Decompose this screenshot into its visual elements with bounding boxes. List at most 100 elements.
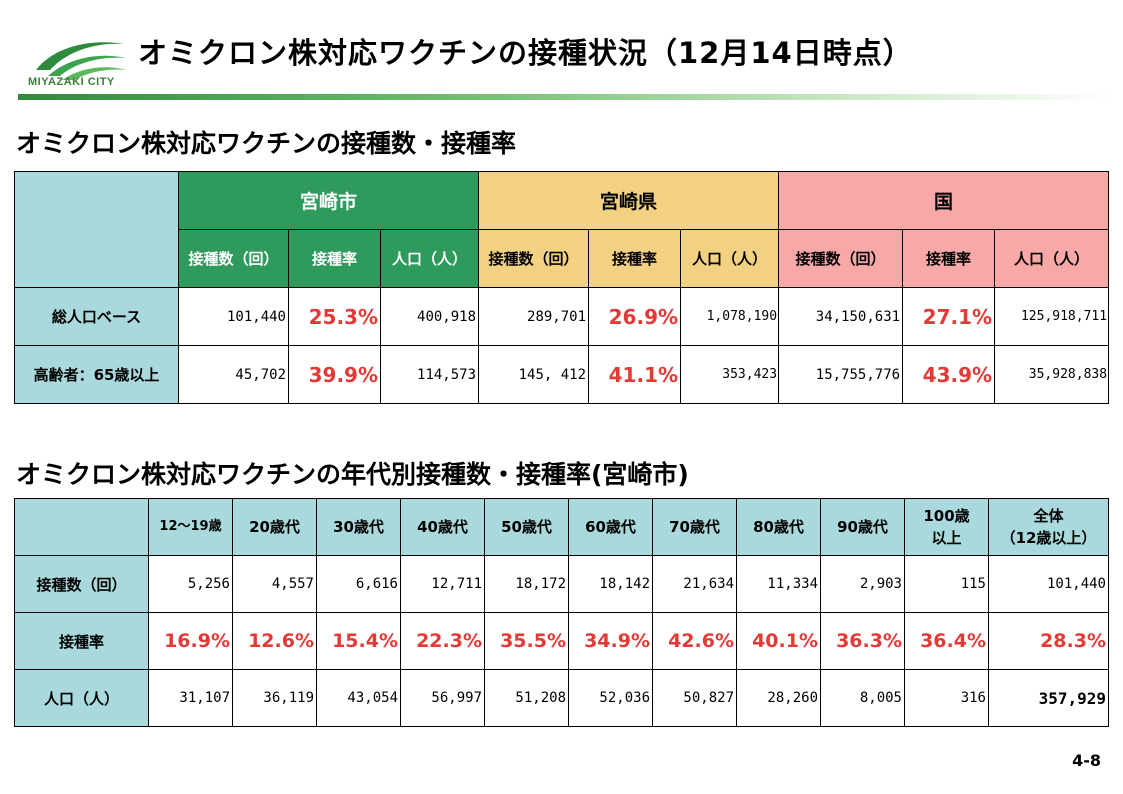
population-cell: 50,827 <box>652 669 737 727</box>
city-rate: 39.9% <box>288 345 381 404</box>
count-cell: 6,616 <box>316 555 401 613</box>
row-label: 人口（人） <box>14 669 149 727</box>
col-header-line: 100歳 <box>923 507 970 525</box>
pref-rate: 26.9% <box>588 287 682 346</box>
count-cell: 18,142 <box>568 555 653 613</box>
table-corner <box>14 171 179 288</box>
subheader-rate: 接種率 <box>588 229 682 288</box>
table-row: 接種数（回） 5,256 4,557 6,616 12,711 18,172 1… <box>14 555 1109 613</box>
population-cell: 51,208 <box>484 669 569 727</box>
rate-cell: 15.4% <box>316 612 401 670</box>
pref-count: 289,701 <box>478 287 590 346</box>
rate-cell: 35.5% <box>484 612 569 670</box>
region-header-city: 宮崎市 <box>177 171 480 230</box>
col-header-line: （12歳以上） <box>1000 529 1097 547</box>
page-title: オミクロン株対応ワクチンの接種状況（12月14日時点） <box>138 36 913 70</box>
col-header-total: 全体 （12歳以上） <box>988 498 1109 556</box>
rate-cell: 12.6% <box>232 612 317 670</box>
col-header: 70歳代 <box>652 498 737 556</box>
pref-population: 1,078,190 <box>680 287 780 346</box>
subheader-count: 接種数（回） <box>478 229 590 288</box>
population-cell: 43,054 <box>316 669 401 727</box>
subheader-rate: 接種率 <box>288 229 381 288</box>
col-header-line: 以上 <box>931 529 962 547</box>
count-cell: 115 <box>904 555 989 613</box>
region-header-pref: 宮崎県 <box>478 171 780 230</box>
population-cell: 316 <box>904 669 989 727</box>
header: MIYAZAKI CITY オミクロン株対応ワクチンの接種状況（12月14日時点… <box>0 0 1123 105</box>
pref-count: 145, 412 <box>478 345 590 404</box>
title-divider <box>18 94 1113 100</box>
subheader-population: 人口（人） <box>994 229 1110 288</box>
count-cell: 2,903 <box>820 555 905 613</box>
subheader-rate: 接種率 <box>902 229 996 288</box>
nation-count: 34,150,631 <box>778 287 904 346</box>
nation-population: 125,918,711 <box>994 287 1110 346</box>
page-number: 4-8 <box>1072 751 1101 770</box>
col-header: 40歳代 <box>400 498 485 556</box>
count-cell: 11,334 <box>736 555 821 613</box>
col-header: 50歳代 <box>484 498 569 556</box>
section1-title: オミクロン株対応ワクチンの接種数・接種率 <box>16 129 517 158</box>
population-cell: 56,997 <box>400 669 485 727</box>
city-rate: 25.3% <box>288 287 381 346</box>
table-corner <box>14 498 149 556</box>
rate-cell: 42.6% <box>652 612 737 670</box>
count-cell: 4,557 <box>232 555 317 613</box>
rate-cell-total: 28.3% <box>988 612 1109 670</box>
col-header: 60歳代 <box>568 498 653 556</box>
population-cell: 28,260 <box>736 669 821 727</box>
subheader-population: 人口（人） <box>680 229 780 288</box>
rate-cell: 36.3% <box>820 612 905 670</box>
city-population: 114,573 <box>379 345 480 404</box>
rate-cell: 22.3% <box>400 612 485 670</box>
count-cell: 21,634 <box>652 555 737 613</box>
row-label: 高齢者：65歳以上 <box>14 345 179 404</box>
age-group-table: 12～19歳 20歳代 30歳代 40歳代 50歳代 60歳代 70歳代 80歳… <box>14 498 1109 727</box>
table-row: 接種率 16.9% 12.6% 15.4% 22.3% 35.5% 34.9% … <box>14 612 1109 670</box>
col-header: 80歳代 <box>736 498 821 556</box>
count-cell: 12,711 <box>400 555 485 613</box>
logo-text: MIYAZAKI CITY <box>28 76 115 88</box>
miyazaki-city-logo <box>36 42 126 80</box>
population-cell: 31,107 <box>148 669 233 727</box>
col-header: 20歳代 <box>232 498 317 556</box>
nation-count: 15,755,776 <box>778 345 904 404</box>
nation-rate: 43.9% <box>902 345 996 404</box>
rate-cell: 34.9% <box>568 612 653 670</box>
rate-cell: 40.1% <box>736 612 821 670</box>
population-cell: 52,036 <box>568 669 653 727</box>
header-row: 12～19歳 20歳代 30歳代 40歳代 50歳代 60歳代 70歳代 80歳… <box>14 498 1109 556</box>
col-header: 90歳代 <box>820 498 905 556</box>
count-cell: 5,256 <box>148 555 233 613</box>
col-header-line: 全体 <box>1033 507 1064 525</box>
row-label: 接種数（回） <box>14 555 149 613</box>
city-count: 45,702 <box>178 345 289 404</box>
nation-population: 35,928,838 <box>994 345 1110 404</box>
subheader-population: 人口（人） <box>379 229 480 288</box>
col-header-100-plus: 100歳 以上 <box>904 498 989 556</box>
region-header-nation: 国 <box>778 171 1110 230</box>
pref-population: 353,423 <box>680 345 780 404</box>
subheader-count: 接種数（回） <box>778 229 904 288</box>
nation-rate: 27.1% <box>902 287 996 346</box>
count-cell: 18,172 <box>484 555 569 613</box>
count-cell-total: 101,440 <box>988 555 1109 613</box>
section2-title: オミクロン株対応ワクチンの年代別接種数・接種率(宮崎市) <box>16 460 689 489</box>
table-row: 人口（人） 31,107 36,119 43,054 56,997 51,208… <box>14 669 1109 727</box>
col-header: 12～19歳 <box>148 498 233 556</box>
subheader-count: 接種数（回） <box>178 229 289 288</box>
population-cell: 36,119 <box>232 669 317 727</box>
table-row: 高齢者：65歳以上 45,702 39.9% 114,573 145, 412 … <box>14 345 1110 404</box>
table-row: 総人口ベース 101,440 25.3% 400,918 289,701 26.… <box>14 287 1110 346</box>
city-population: 400,918 <box>379 287 480 346</box>
pref-rate: 41.1% <box>588 345 682 404</box>
row-label: 接種率 <box>14 612 149 670</box>
city-count: 101,440 <box>178 287 289 346</box>
population-cell: 8,005 <box>820 669 905 727</box>
population-cell-total: 357,929 <box>988 669 1109 727</box>
col-header: 30歳代 <box>316 498 401 556</box>
rate-cell: 16.9% <box>148 612 233 670</box>
row-label: 総人口ベース <box>14 287 179 346</box>
rate-cell: 36.4% <box>904 612 989 670</box>
